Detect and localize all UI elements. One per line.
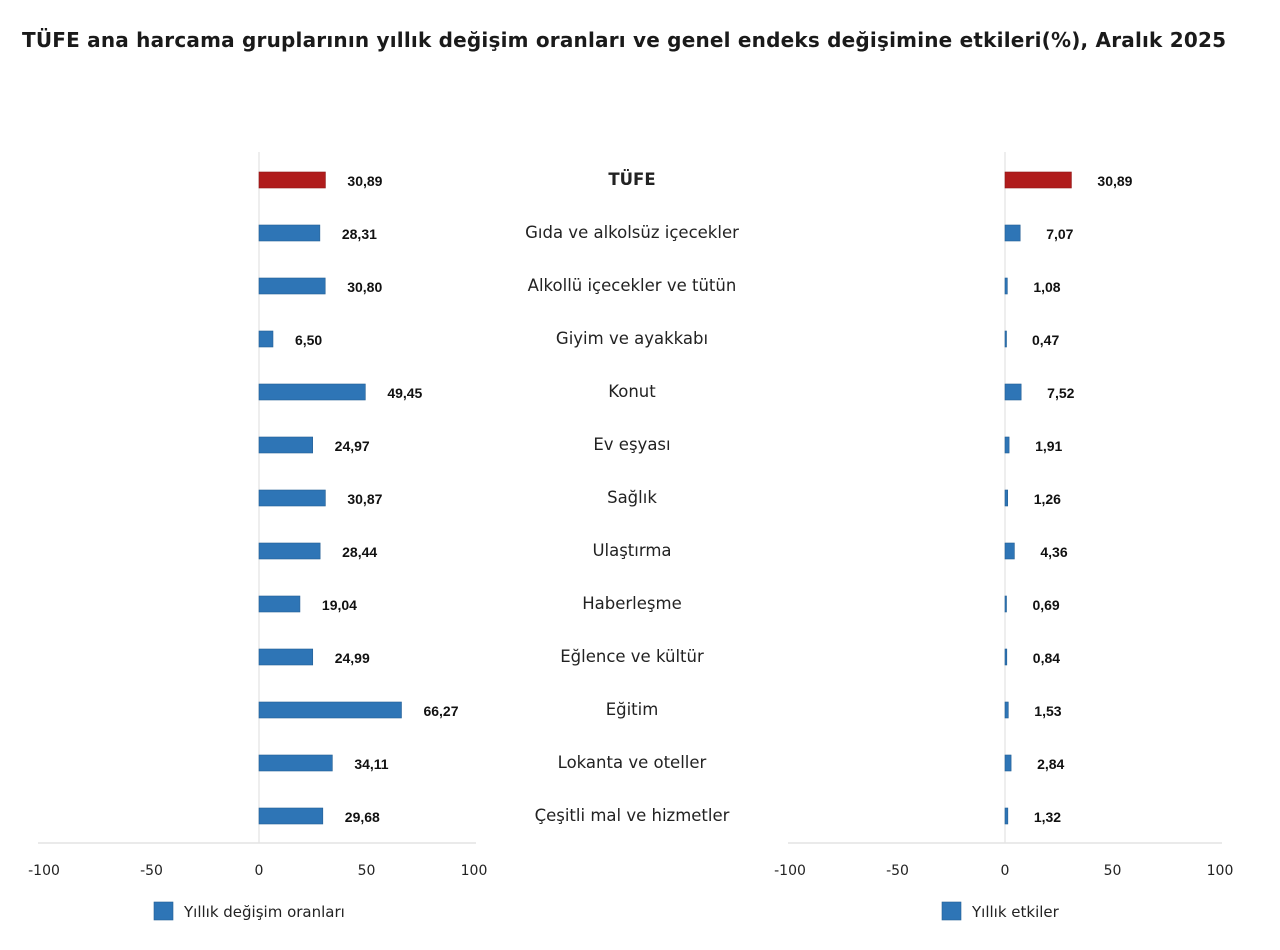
bar-annual-change-giyim-ve-ayakkabi [258, 330, 274, 348]
bar-annual-contribution-eglence-ve-kultur [1004, 648, 1008, 666]
data-label-annual-change-giyim-ve-ayakkabi: 6,50 [295, 332, 322, 348]
bar-annual-change-haberlesme [258, 595, 301, 613]
bar-annual-change-lokanta-ve-oteller [258, 754, 333, 772]
data-label-annual-contribution-alkollu-icecekler-ve-tutun: 1,08 [1033, 279, 1060, 295]
category-label-lokanta-ve-oteller: Lokanta ve oteller [558, 753, 707, 772]
data-label-annual-contribution-giyim-ve-ayakkabi: 0,47 [1032, 332, 1059, 348]
panel-annual-contributions: -100 -50 0 50 100 30,89 7,07 1,08 0,47 7,52 1,91 1,… [774, 152, 1233, 921]
data-label-annual-change-haberlesme: 19,04 [322, 597, 357, 613]
category-label-haberlesme: Haberleşme [582, 594, 681, 613]
legend-label: Yıllık etkiler [971, 903, 1060, 921]
bar-annual-change-tufe [258, 171, 326, 189]
data-label-annual-change-konut: 49,45 [387, 385, 422, 401]
legend-annual-change[interactable]: Yıllık değişim oranları [153, 901, 345, 921]
category-label-cesitli-mal-ve-hizmetler: Çeşitli mal ve hizmetler [535, 806, 730, 825]
x-tick-label: -50 [886, 863, 909, 879]
x-tick-label: -100 [28, 863, 60, 879]
bar-annual-contribution-saglik [1004, 489, 1009, 507]
bar-annual-contribution-cesitli-mal-ve-hizmetler [1004, 807, 1009, 825]
legend-swatch [941, 901, 962, 921]
data-label-annual-change-ev-esyasi: 24,97 [335, 438, 370, 454]
bar-annual-contribution-ev-esyasi [1004, 436, 1010, 454]
legend-swatch [153, 901, 174, 921]
data-label-annual-change-ulastirma: 28,44 [342, 544, 377, 560]
bar-annual-change-saglik [258, 489, 326, 507]
bar-annual-change-eglence-ve-kultur [258, 648, 314, 666]
bar-annual-contribution-tufe [1004, 171, 1072, 189]
category-label-giyim-ve-ayakkabi: Giyim ve ayakkabı [556, 329, 708, 348]
category-label-eglence-ve-kultur: Eğlence ve kültür [560, 647, 704, 666]
category-labels: TÜFE Gıda ve alkolsüz içecekler Alkollü iç… [525, 170, 739, 825]
x-tick-label: 0 [1001, 863, 1010, 879]
data-label-annual-contribution-egitim: 1,53 [1034, 703, 1061, 719]
bar-annual-change-alkollu-icecekler-ve-tutun [258, 277, 326, 295]
x-tick-label: 50 [358, 863, 376, 879]
data-label-annual-contribution-lokanta-ve-oteller: 2,84 [1037, 756, 1064, 772]
data-label-annual-change-saglik: 30,87 [347, 491, 382, 507]
data-label-annual-change-alkollu-icecekler-ve-tutun: 30,80 [347, 279, 382, 295]
bar-annual-contribution-egitim [1004, 701, 1009, 719]
bar-annual-change-cesitli-mal-ve-hizmetler [258, 807, 324, 825]
data-label-annual-contribution-haberlesme: 0,69 [1032, 597, 1059, 613]
data-label-annual-change-tufe: 30,89 [347, 173, 382, 189]
bar-annual-change-egitim [258, 701, 402, 719]
panel-annual-change-rates: -100 -50 0 50 100 30,89 28,31 30,80 6,50 49,45 24,… [28, 152, 487, 921]
bar-annual-change-gida-ve-alkolsuz-icecekler [258, 224, 321, 242]
legend-label: Yıllık değişim oranları [183, 903, 345, 921]
bar-annual-change-ev-esyasi [258, 436, 313, 454]
category-label-konut: Konut [608, 382, 656, 401]
chart-title: TÜFE ana harcama gruplarının yıllık deği… [22, 28, 1227, 52]
bar-annual-contribution-gida-ve-alkolsuz-icecekler [1004, 224, 1021, 242]
data-label-annual-change-cesitli-mal-ve-hizmetler: 29,68 [345, 809, 380, 825]
x-tick-label: -50 [140, 863, 163, 879]
data-label-annual-change-egitim: 66,27 [423, 703, 458, 719]
bar-annual-change-ulastirma [258, 542, 321, 560]
data-label-annual-contribution-tufe: 30,89 [1097, 173, 1132, 189]
legend-annual-contribution[interactable]: Yıllık etkiler [941, 901, 1060, 921]
category-label-saglik: Sağlık [607, 488, 657, 507]
bar-annual-contribution-giyim-ve-ayakkabi [1004, 330, 1007, 348]
bar-annual-contribution-konut [1004, 383, 1022, 401]
category-label-alkollu-icecekler-ve-tutun: Alkollü içecekler ve tütün [528, 276, 737, 295]
data-label-annual-change-gida-ve-alkolsuz-icecekler: 28,31 [342, 226, 377, 242]
bar-annual-change-konut [258, 383, 366, 401]
data-label-annual-contribution-eglence-ve-kultur: 0,84 [1033, 650, 1060, 666]
category-label-gida-ve-alkolsuz-icecekler: Gıda ve alkolsüz içecekler [525, 223, 739, 242]
category-label-ulastirma: Ulaştırma [592, 541, 671, 560]
bar-annual-contribution-alkollu-icecekler-ve-tutun [1004, 277, 1008, 295]
bar-annual-contribution-haberlesme [1004, 595, 1007, 613]
data-label-annual-contribution-saglik: 1,26 [1034, 491, 1061, 507]
data-label-annual-contribution-konut: 7,52 [1047, 385, 1074, 401]
bar-annual-contribution-lokanta-ve-oteller [1004, 754, 1012, 772]
category-label-egitim: Eğitim [606, 700, 659, 719]
data-label-annual-contribution-ulastirma: 4,36 [1040, 544, 1067, 560]
bar-annual-contribution-ulastirma [1004, 542, 1015, 560]
category-label-tufe: TÜFE [608, 170, 655, 189]
data-label-annual-contribution-cesitli-mal-ve-hizmetler: 1,32 [1034, 809, 1061, 825]
x-tick-label: 50 [1104, 863, 1122, 879]
x-tick-label: 0 [255, 863, 264, 879]
x-tick-label: -100 [774, 863, 806, 879]
x-tick-label: 100 [461, 863, 488, 879]
data-label-annual-change-lokanta-ve-oteller: 34,11 [354, 756, 388, 772]
category-label-ev-esyasi: Ev eşyası [593, 435, 670, 454]
data-label-annual-contribution-ev-esyasi: 1,91 [1035, 438, 1062, 454]
data-label-annual-contribution-gida-ve-alkolsuz-icecekler: 7,07 [1046, 226, 1073, 242]
data-label-annual-change-eglence-ve-kultur: 24,99 [335, 650, 370, 666]
x-tick-label: 100 [1207, 863, 1234, 879]
